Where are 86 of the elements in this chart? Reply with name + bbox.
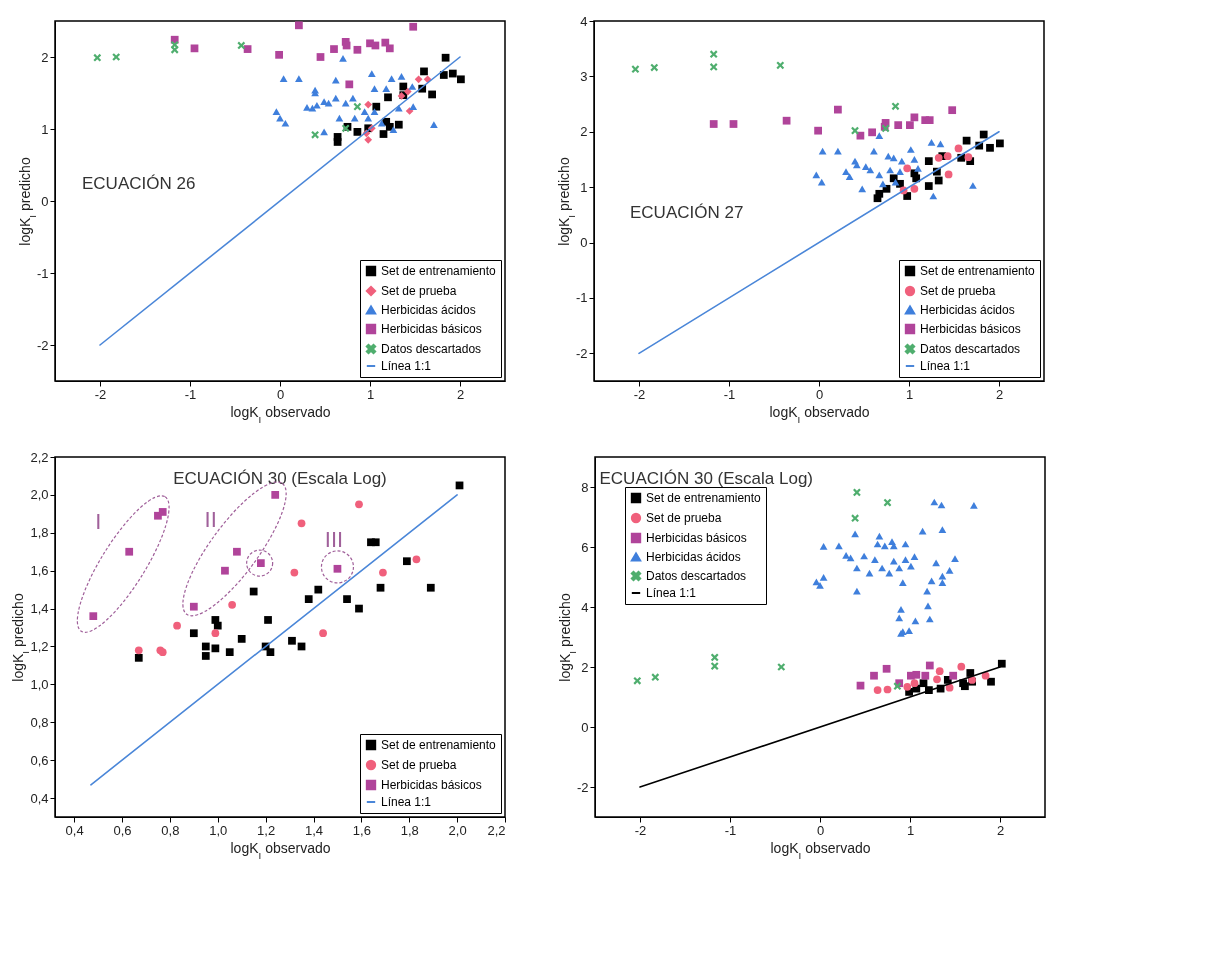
x-tick-label: 1,4 <box>304 822 324 838</box>
x-tick-label: 0,6 <box>113 822 132 838</box>
y-tick-label: -1 <box>575 290 588 306</box>
y-tick-label: 2,2 <box>30 449 49 465</box>
x-tick-label: 1 <box>366 386 375 402</box>
y-tick-label: 0 <box>580 235 588 251</box>
x-axis-title: logK$_{I}$ observado <box>770 839 871 860</box>
legend-label: Set de prueba <box>646 511 722 525</box>
y-tick-label: 1,6 <box>30 563 49 579</box>
y-tick-label: 2 <box>41 49 49 65</box>
y-tick-label: 0,4 <box>30 790 49 806</box>
x-axis-title: logK$_{I}$ observado <box>230 839 331 860</box>
x-axis-title: logK$_{I}$ observado <box>769 403 870 424</box>
y-tick-label: -2 <box>576 779 589 795</box>
y-tick-label: 0,8 <box>30 714 49 730</box>
y-tick-label: 0 <box>41 193 49 209</box>
y-tick-label: 1 <box>41 121 49 137</box>
legend-label: Herbicidas básicos <box>646 531 747 545</box>
legend-label: Datos descartados <box>646 569 747 583</box>
x-tick-label: -1 <box>724 822 737 838</box>
x-tick-label: 1,0 <box>209 822 228 838</box>
text: ECUACIÓN 27 <box>630 202 744 222</box>
x-tick-label: -1 <box>184 386 197 402</box>
x-tick-label: 1,6 <box>352 822 371 838</box>
x-tick-label: -1 <box>723 386 736 402</box>
text: ECUACIÓN 30 (Escala Log) <box>173 469 387 489</box>
x-tick-label: 1,2 <box>257 822 276 838</box>
x-tick-label: 2,2 <box>487 822 506 838</box>
x-tick-label: 0 <box>815 386 824 402</box>
x-tick-label: -2 <box>94 386 107 402</box>
y-tick-label: 4 <box>581 599 589 615</box>
legend-label: Herbicidas ácidos <box>381 303 476 317</box>
legend-label: Herbicidas ácidos <box>920 303 1015 317</box>
x-tick-label: 2 <box>456 386 465 402</box>
x-tick-label: 1 <box>906 822 915 838</box>
y-tick-label: -2 <box>36 337 49 353</box>
legend-label: Datos descartados <box>920 342 1021 356</box>
y-tick-label: 0,6 <box>30 752 49 768</box>
y-tick-label: -1 <box>36 265 49 281</box>
y-tick-label: 1 <box>580 179 588 195</box>
x-tick-label: -2 <box>633 386 646 402</box>
legend-label: Set de entrenamiento <box>381 738 497 752</box>
x-tick-label: -2 <box>634 822 647 838</box>
x-tick-label: 2 <box>996 822 1005 838</box>
y-tick-label: 1,2 <box>30 638 49 654</box>
annotation: I <box>95 508 102 534</box>
y-tick-label: 1,4 <box>30 601 49 617</box>
x-tick-label: 1 <box>905 386 914 402</box>
y-tick-label: 1,0 <box>30 676 49 692</box>
x-tick-label: 1,8 <box>400 822 419 838</box>
legend-label: Herbicidas ácidos <box>646 550 741 564</box>
x-tick-label: 0,8 <box>161 822 180 838</box>
legend-label: Set de prueba <box>381 758 457 772</box>
legend-label: Herbicidas básicos <box>381 322 482 336</box>
legend-label: Set de entrenamiento <box>646 491 762 505</box>
legend-label: Datos descartados <box>381 342 482 356</box>
y-tick-label: 2 <box>580 124 588 140</box>
y-tick-label: 6 <box>581 539 589 555</box>
legend-label: Set de prueba <box>920 284 996 298</box>
x-tick-label: 0,4 <box>65 822 84 838</box>
legend-label: Herbicidas básicos <box>920 322 1021 336</box>
y-tick-label: 1,8 <box>30 525 49 541</box>
text: ECUACIÓN 26 <box>82 173 196 193</box>
legend-label: Línea 1:1 <box>381 795 432 809</box>
x-tick-label: 0 <box>816 822 825 838</box>
legend-label: Línea 1:1 <box>646 586 697 600</box>
y-tick-label: 2 <box>581 659 589 675</box>
x-tick-label: 2,0 <box>448 822 467 838</box>
legend-label: Herbicidas básicos <box>381 778 482 792</box>
legend-label: Set de entrenamiento <box>920 264 1036 278</box>
legend-label: Set de prueba <box>381 284 457 298</box>
annotation: III <box>324 526 344 552</box>
x-tick-label: 0 <box>276 386 285 402</box>
y-tick-label: 8 <box>581 479 589 495</box>
legend-label: Línea 1:1 <box>920 359 971 373</box>
y-tick-label: 2,0 <box>30 487 49 503</box>
y-tick-label: 4 <box>580 13 588 29</box>
text: ECUACIÓN 30 (Escala Log) <box>599 469 814 489</box>
y-tick-label: 0 <box>581 719 589 735</box>
y-tick-label: 3 <box>580 68 588 84</box>
legend-label: Línea 1:1 <box>381 359 432 373</box>
annotation: II <box>204 507 217 532</box>
x-tick-label: 2 <box>995 386 1004 402</box>
legend-label: Set de entrenamiento <box>381 264 497 278</box>
y-tick-label: -2 <box>575 345 588 361</box>
x-axis-title: logK$_{I}$ observado <box>230 403 331 424</box>
